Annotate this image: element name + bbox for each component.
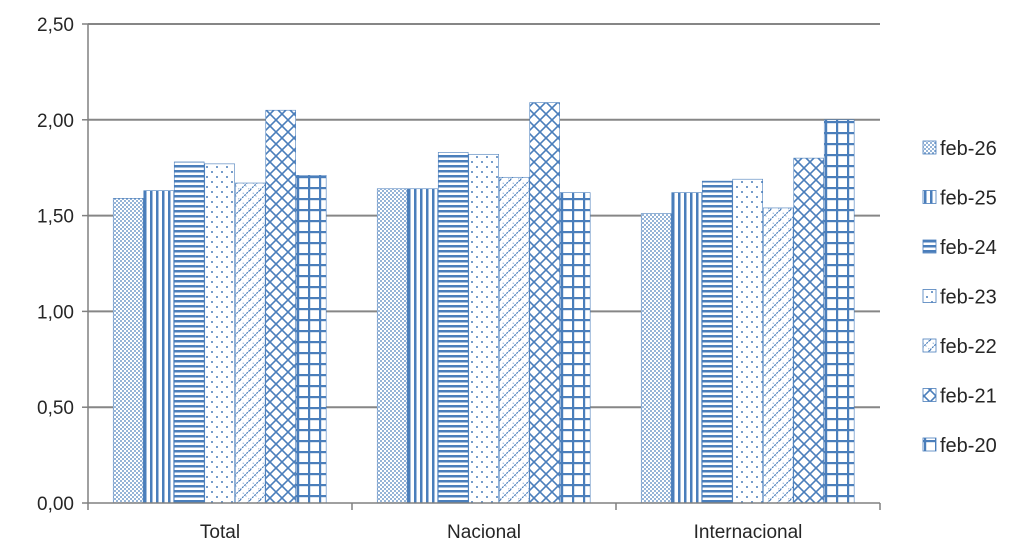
bar-feb-24-total bbox=[173, 161, 205, 504]
bar-feb-21-total bbox=[265, 109, 296, 504]
legend-swatch-feb-26 bbox=[922, 140, 937, 155]
legend: feb-26 feb-25 feb-24 feb-23 feb-22 feb-21 feb-… bbox=[922, 138, 997, 457]
bar-feb-25-total bbox=[143, 190, 174, 504]
x-axis-tick-labels: Total Nacional Internacional bbox=[200, 522, 802, 543]
y-axis-tick-labels: 0,00 0,50 1,00 1,50 2,00 2,50 bbox=[37, 15, 74, 515]
legend-swatch-feb-23 bbox=[922, 289, 937, 303]
bar-feb-24-internacional bbox=[701, 180, 733, 504]
bar-feb-22-total bbox=[234, 182, 266, 504]
bar-feb-22-nacional bbox=[498, 176, 530, 504]
legend-label-feb-23: feb-23 bbox=[940, 287, 997, 309]
bar-feb-21-nacional bbox=[529, 102, 560, 504]
bar-feb-24-nacional bbox=[437, 152, 469, 504]
legend-label-feb-26: feb-26 bbox=[940, 138, 997, 160]
y-tick-label: 1,00 bbox=[37, 302, 74, 323]
x-tick-label: Nacional bbox=[447, 522, 521, 543]
bar-feb-23-total bbox=[204, 163, 235, 504]
y-tick-label: 0,00 bbox=[37, 494, 74, 515]
legend-swatch-feb-21 bbox=[922, 388, 937, 402]
y-tick-label: 0,50 bbox=[37, 398, 74, 419]
legend-label-feb-20: feb-20 bbox=[940, 435, 997, 457]
legend-swatch-feb-24 bbox=[922, 239, 937, 254]
axes bbox=[87, 24, 881, 510]
bar-feb-26-internacional bbox=[640, 213, 672, 504]
bar-feb-20-total bbox=[295, 175, 327, 504]
x-tick-label: Total bbox=[200, 522, 240, 543]
y-tick-label: 1,50 bbox=[37, 207, 74, 228]
bar-feb-22-internacional bbox=[762, 207, 794, 504]
legend-label-feb-25: feb-25 bbox=[940, 188, 997, 210]
bar-feb-25-nacional bbox=[407, 188, 438, 504]
y-tick-label: 2,00 bbox=[37, 111, 74, 132]
legend-label-feb-22: feb-22 bbox=[940, 336, 997, 358]
legend-swatch-feb-20 bbox=[922, 437, 937, 452]
legend-label-feb-21: feb-21 bbox=[940, 386, 997, 408]
bar-feb-23-internacional bbox=[732, 178, 763, 504]
x-tick-label: Internacional bbox=[694, 522, 803, 543]
legend-label-feb-24: feb-24 bbox=[940, 237, 997, 259]
bar-feb-26-total bbox=[112, 198, 144, 504]
bar-feb-23-nacional bbox=[468, 153, 499, 504]
bars bbox=[112, 102, 855, 504]
bar-feb-20-nacional bbox=[559, 192, 591, 504]
bar-feb-20-internacional bbox=[823, 119, 855, 504]
y-tick-label: 2,50 bbox=[37, 15, 74, 36]
bar-feb-21-internacional bbox=[793, 157, 824, 504]
bar-feb-26-nacional bbox=[376, 188, 408, 504]
bar-feb-25-internacional bbox=[671, 192, 702, 504]
legend-swatch-feb-22 bbox=[922, 338, 937, 353]
legend-swatch-feb-25 bbox=[922, 190, 937, 204]
